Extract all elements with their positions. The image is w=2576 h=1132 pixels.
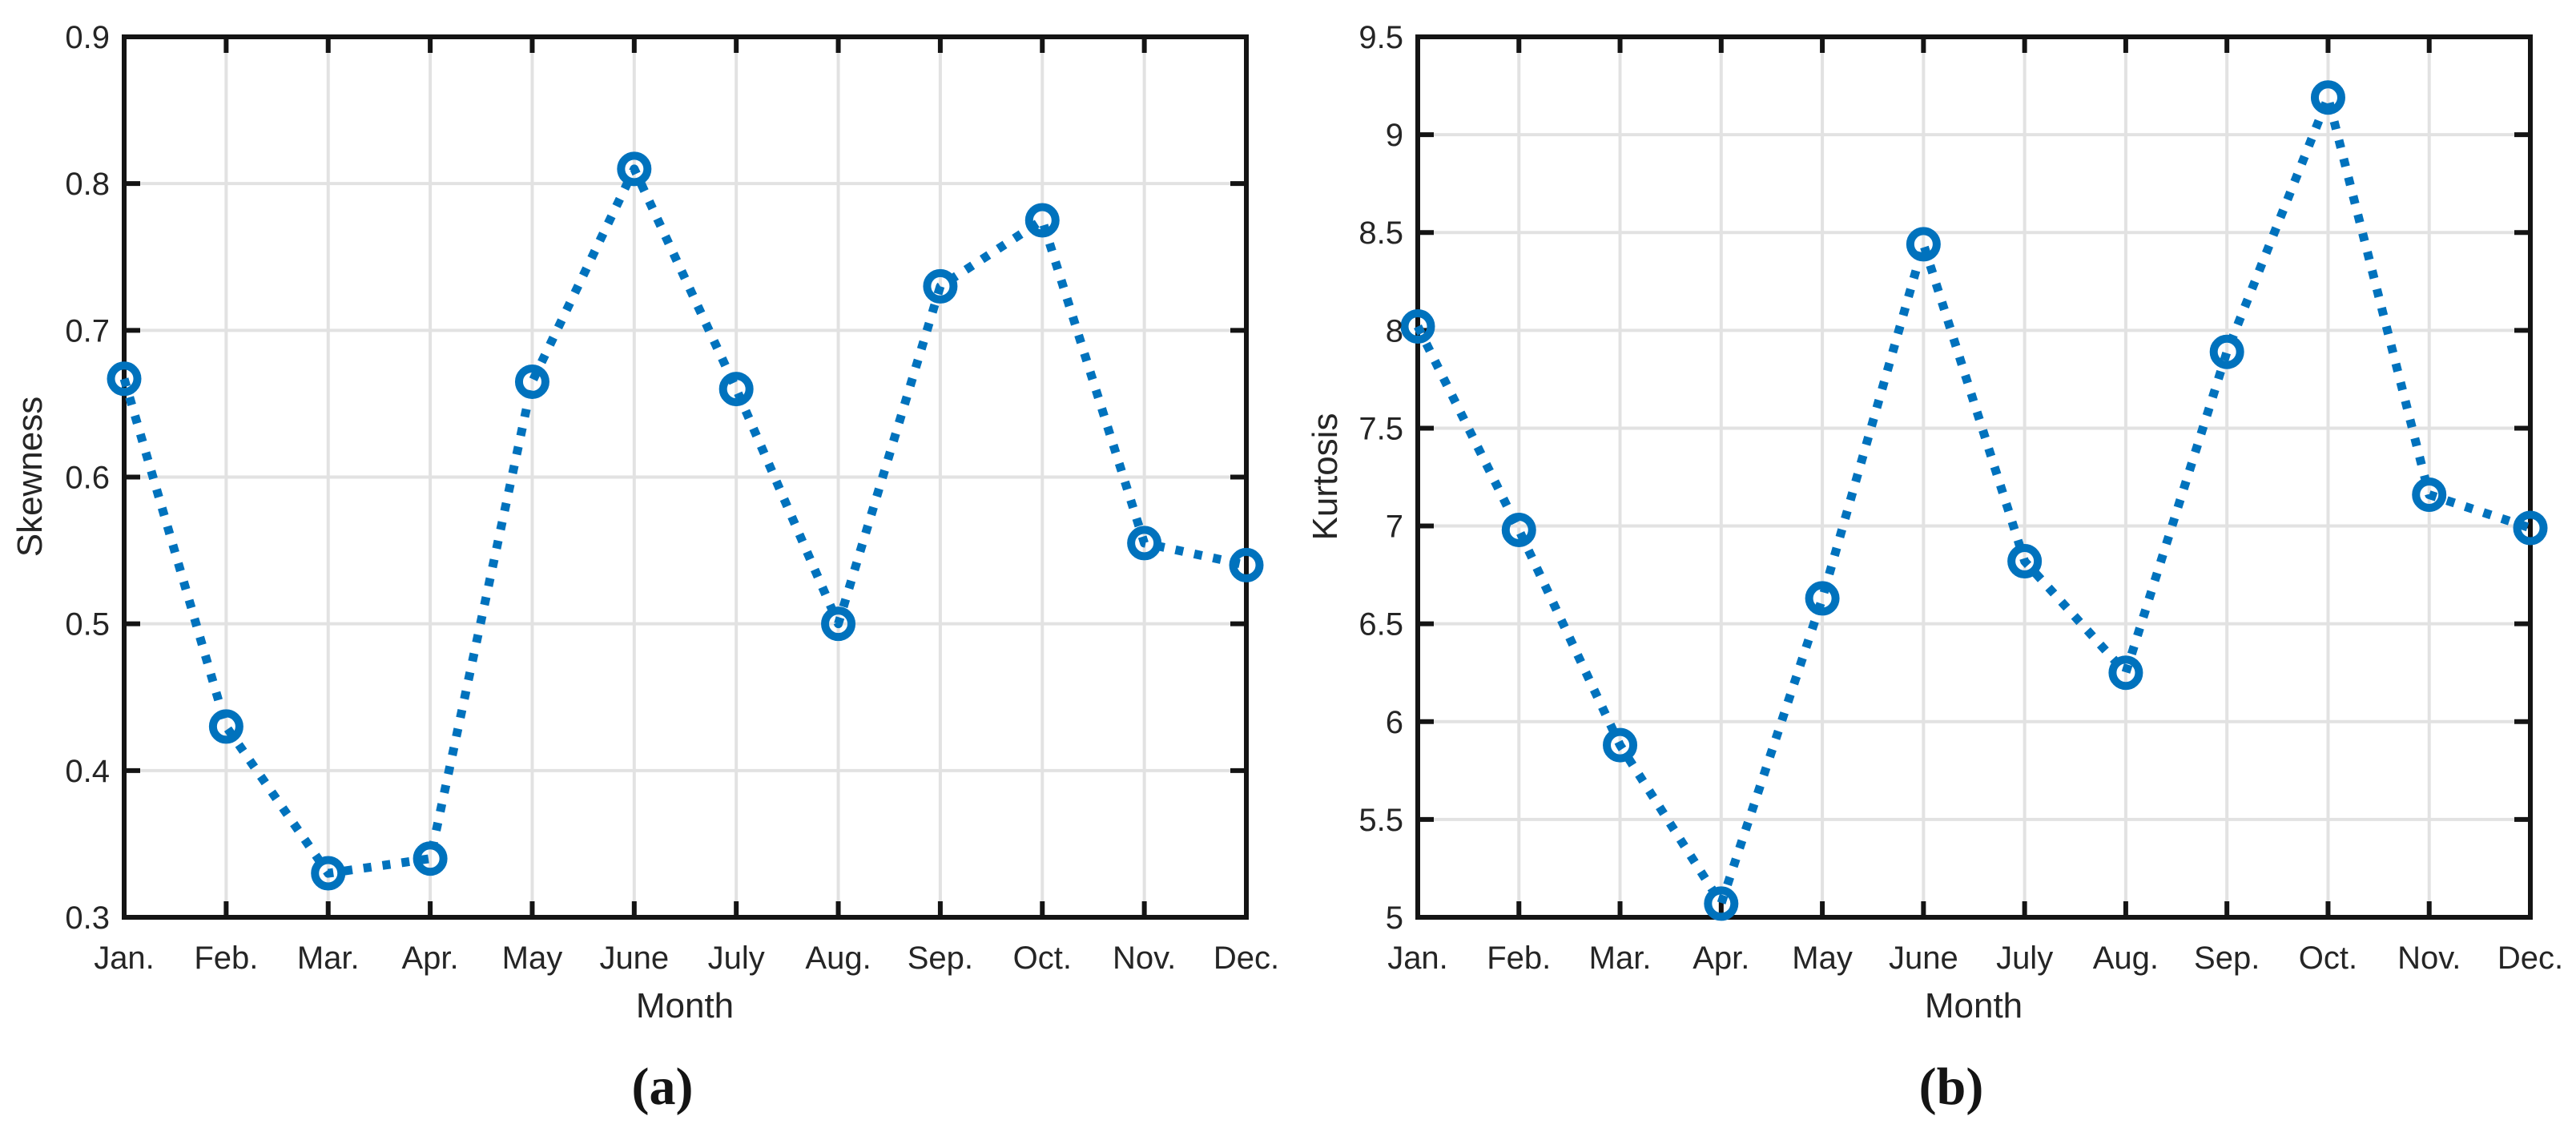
y-tick-label: 9 <box>1386 118 1403 153</box>
x-tick-label: Nov. <box>2397 941 2461 976</box>
data-point-marker <box>1400 308 1435 344</box>
data-point-marker <box>1501 512 1536 547</box>
data-point-marker <box>2007 544 2043 579</box>
x-tick-label: Dec. <box>1214 941 1279 976</box>
y-tick-label: 0.9 <box>65 20 110 55</box>
data-point-marker <box>2108 655 2143 691</box>
x-tick-label: Apr. <box>1693 941 1749 976</box>
skewness-y-axis-label: Skewness <box>10 396 50 558</box>
skewness-x-axis-label: Month <box>635 986 735 1025</box>
data-point-marker <box>2310 80 2345 115</box>
y-tick-label: 5 <box>1386 900 1403 936</box>
x-tick-label: June <box>1889 941 1958 976</box>
y-tick-label: 8.5 <box>1358 216 1403 251</box>
panel-b-caption: (b) <box>1918 1057 1984 1116</box>
data-point-marker <box>718 372 754 407</box>
data-point-marker <box>1603 727 1638 763</box>
kurtosis-y-axis-label: Kurtosis <box>1306 413 1345 541</box>
x-tick-label: Dec. <box>2498 941 2563 976</box>
series-line <box>1414 93 2532 908</box>
data-point-marker <box>311 856 346 891</box>
x-tick-label: Apr. <box>402 941 459 976</box>
data-point-marker <box>413 841 448 876</box>
y-tick-label: 0.8 <box>65 167 110 202</box>
x-tick-label: Oct. <box>1013 941 1072 976</box>
plot-box <box>1415 34 2533 920</box>
x-tick-label: Aug. <box>2093 941 2159 976</box>
data-point-marker <box>1906 227 1941 262</box>
y-tick-label: 9.5 <box>1358 20 1403 55</box>
y-tick-label: 0.7 <box>65 313 110 348</box>
data-point-marker <box>2513 510 2548 546</box>
data-point-marker <box>1127 526 1162 561</box>
data-point-marker <box>617 151 652 187</box>
data-point-marker <box>821 606 856 642</box>
y-tick-label: 0.3 <box>65 900 110 936</box>
x-tick-label: Sep. <box>908 941 973 976</box>
x-tick-label: May <box>502 941 563 976</box>
x-tick-label: May <box>1792 941 1853 976</box>
x-tick-label: June <box>599 941 669 976</box>
x-tick-label: Jan. <box>94 941 155 976</box>
y-tick-label: 6.5 <box>1358 607 1403 643</box>
kurtosis-x-axis-label: Month <box>1924 986 2023 1025</box>
x-tick-label: Feb. <box>1487 941 1551 976</box>
data-point-marker <box>208 709 244 744</box>
y-tick-label: 0.4 <box>65 754 110 789</box>
x-tick-label: Aug. <box>805 941 871 976</box>
y-tick-label: 0.5 <box>65 607 110 643</box>
y-tick-label: 7 <box>1386 510 1403 545</box>
x-tick-label: July <box>708 941 765 976</box>
y-tick-label: 6 <box>1386 705 1403 740</box>
x-tick-label: Nov. <box>1113 941 1176 976</box>
data-point-marker <box>2412 477 2447 512</box>
data-point-marker <box>1805 581 1840 616</box>
y-tick-label: 0.6 <box>65 461 110 496</box>
data-point-marker <box>107 361 142 397</box>
data-point-marker <box>1024 203 1060 238</box>
y-tick-label: 8 <box>1386 313 1403 348</box>
data-point-marker <box>1704 886 1739 921</box>
y-tick-label: 5.5 <box>1358 803 1403 838</box>
data-point-marker <box>514 364 549 399</box>
x-tick-label: Feb. <box>194 941 258 976</box>
data-point-marker <box>923 268 958 304</box>
y-tick-label: 7.5 <box>1358 411 1403 446</box>
panel-a-caption: (a) <box>631 1057 694 1116</box>
x-tick-label: Jan. <box>1387 941 1448 976</box>
data-point-marker <box>1229 547 1264 582</box>
x-tick-label: Oct. <box>2299 941 2357 976</box>
x-tick-label: Mar. <box>1589 941 1652 976</box>
x-tick-label: Mar. <box>297 941 360 976</box>
x-tick-label: July <box>1996 941 2053 976</box>
x-tick-label: Sep. <box>2194 941 2260 976</box>
data-point-marker <box>2209 334 2244 369</box>
